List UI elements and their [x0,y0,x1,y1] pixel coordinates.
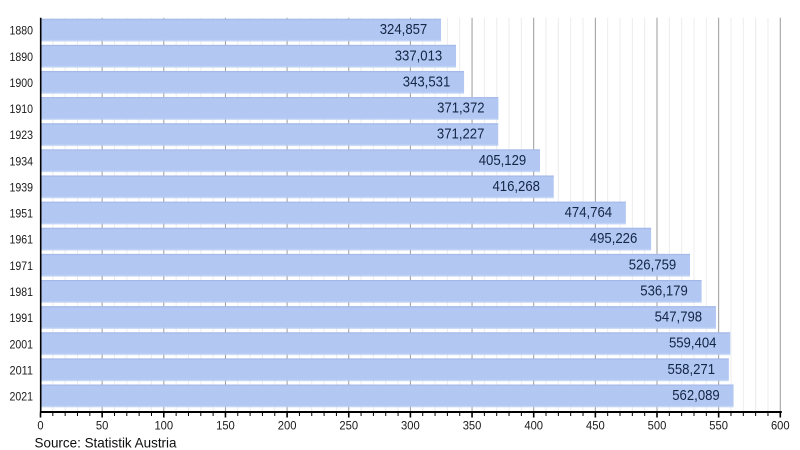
svg-text:474,764: 474,764 [565,205,613,221]
svg-text:1939: 1939 [10,181,34,194]
svg-text:1991: 1991 [10,312,34,325]
svg-text:558,271: 558,271 [668,362,716,378]
svg-text:2011: 2011 [10,364,34,377]
svg-text:450: 450 [586,418,605,432]
svg-text:343,531: 343,531 [403,74,451,90]
svg-text:0: 0 [37,418,44,432]
svg-text:416,268: 416,268 [492,179,540,195]
svg-text:337,013: 337,013 [395,48,443,64]
svg-text:2021: 2021 [10,391,34,404]
svg-text:495,226: 495,226 [590,231,638,247]
svg-text:371,372: 371,372 [437,101,485,117]
svg-text:1961: 1961 [10,234,34,247]
svg-text:300: 300 [401,418,420,432]
svg-text:559,404: 559,404 [669,336,717,352]
svg-text:371,227: 371,227 [437,127,485,143]
svg-text:1890: 1890 [10,51,34,64]
svg-text:2001: 2001 [10,338,34,351]
svg-text:547,798: 547,798 [655,310,703,326]
svg-text:500: 500 [648,418,667,432]
svg-text:400: 400 [524,418,543,432]
svg-text:1934: 1934 [10,155,34,168]
svg-text:550: 550 [709,418,728,432]
svg-text:1900: 1900 [10,77,34,90]
svg-text:100: 100 [154,418,173,432]
svg-text:1910: 1910 [10,103,34,116]
svg-text:1951: 1951 [10,208,34,221]
svg-text:50: 50 [96,418,109,432]
svg-text:250: 250 [339,418,358,432]
svg-text:Source: Statistik Austria: Source: Statistik Austria [35,435,177,450]
svg-text:1981: 1981 [10,286,34,299]
svg-text:150: 150 [216,418,235,432]
svg-text:405,129: 405,129 [479,153,527,169]
svg-text:536,179: 536,179 [640,283,688,299]
svg-text:350: 350 [463,418,482,432]
svg-text:1923: 1923 [10,129,34,142]
svg-text:526,759: 526,759 [629,257,677,273]
svg-text:562,089: 562,089 [672,388,720,404]
svg-text:324,857: 324,857 [380,22,428,38]
svg-text:600: 600 [771,418,790,432]
svg-text:1880: 1880 [10,25,34,38]
svg-text:200: 200 [278,418,297,432]
svg-text:1971: 1971 [10,260,34,273]
